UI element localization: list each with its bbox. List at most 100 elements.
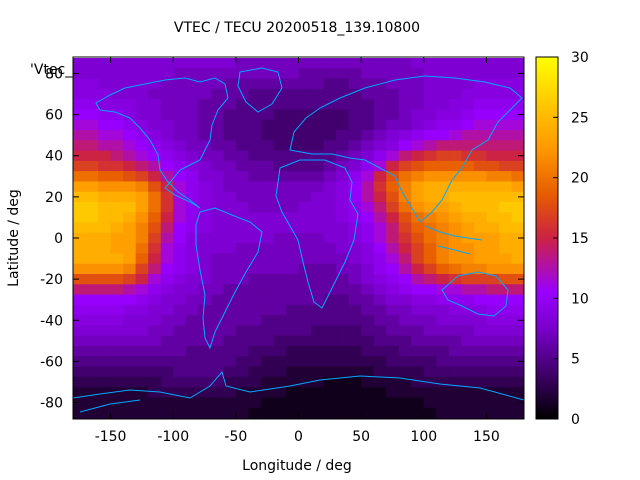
heatmap-cell — [185, 140, 199, 152]
heatmap-cell — [461, 99, 475, 111]
heatmap-cell — [198, 345, 212, 357]
heatmap-cell — [248, 99, 262, 111]
heatmap-cell — [436, 150, 450, 162]
heatmap-cell — [223, 325, 237, 337]
heatmap-cell — [210, 171, 224, 183]
heatmap-cell — [336, 366, 350, 378]
heatmap-cell — [135, 315, 149, 327]
heatmap-cell — [273, 130, 287, 141]
heatmap-cell — [73, 212, 87, 224]
heatmap-cell — [148, 58, 162, 69]
heatmap-cell — [248, 335, 262, 347]
heatmap-cell — [373, 376, 387, 388]
heatmap-cell — [411, 304, 425, 316]
heatmap-cell — [273, 345, 287, 357]
heatmap-cell — [461, 335, 475, 347]
heatmap-cell — [223, 284, 237, 296]
heatmap-cell — [448, 212, 462, 224]
heatmap-cell — [373, 181, 387, 193]
heatmap-cell — [336, 253, 350, 265]
heatmap-cell — [260, 109, 275, 121]
heatmap-cell — [473, 315, 488, 327]
heatmap-cell — [248, 304, 262, 316]
heatmap-cell — [311, 273, 325, 285]
heatmap-cell — [311, 222, 325, 234]
heatmap-cell — [260, 253, 275, 265]
heatmap-cell — [198, 273, 212, 285]
heatmap-cell — [423, 99, 437, 111]
heatmap-cell — [98, 253, 112, 265]
heatmap-cell — [311, 160, 325, 172]
heatmap-cell — [336, 397, 350, 409]
x-tick-label: 100 — [410, 429, 437, 445]
heatmap-cell — [235, 387, 249, 398]
heatmap-cell — [223, 78, 237, 90]
heatmap-cell — [373, 150, 387, 162]
heatmap-cell — [498, 315, 513, 327]
heatmap-cell — [198, 222, 212, 234]
heatmap-cell — [273, 171, 287, 183]
heatmap-cell — [473, 140, 488, 152]
heatmap-cell — [285, 191, 300, 203]
heatmap-cell — [85, 99, 99, 111]
heatmap-cell — [323, 88, 337, 100]
heatmap-cell — [260, 273, 275, 285]
heatmap-cell — [361, 181, 375, 193]
heatmap-cell — [511, 171, 524, 183]
heatmap-cell — [373, 273, 387, 285]
heatmap-cell — [148, 273, 162, 285]
heatmap-cell — [398, 222, 412, 234]
heatmap-cell — [336, 160, 350, 172]
heatmap-cell — [461, 109, 475, 121]
heatmap-cell — [98, 366, 112, 378]
heatmap-cell — [511, 294, 524, 306]
heatmap-cell — [498, 202, 513, 213]
heatmap-cell — [198, 263, 212, 275]
heatmap-cell — [373, 202, 387, 213]
heatmap-cell — [348, 140, 362, 152]
heatmap-cell — [386, 68, 400, 80]
heatmap-cell — [311, 78, 325, 90]
heatmap-cell — [110, 222, 124, 234]
heatmap-cell — [398, 325, 412, 337]
heatmap-cell — [98, 387, 112, 398]
heatmap-cell — [311, 366, 325, 378]
heatmap-cell — [248, 191, 262, 203]
heatmap-cell — [285, 243, 300, 255]
heatmap-cell — [486, 88, 500, 100]
heatmap-cell — [260, 243, 275, 255]
heatmap-cell — [110, 119, 124, 131]
heatmap-cell — [448, 78, 462, 90]
y-tick-label: 0 — [54, 231, 63, 247]
heatmap-cell — [311, 68, 325, 80]
heatmap-cell — [373, 345, 387, 357]
heatmap-cell — [185, 335, 199, 347]
heatmap-cell — [85, 78, 99, 90]
heatmap-cell — [260, 304, 275, 316]
heatmap-cell — [323, 284, 337, 296]
heatmap-cell — [386, 397, 400, 409]
heatmap-cell — [386, 181, 400, 193]
heatmap-cell — [511, 376, 524, 388]
heatmap-cell — [473, 376, 488, 388]
heatmap-cell — [285, 202, 300, 213]
heatmap-cell — [511, 222, 524, 234]
heatmap-cell — [185, 99, 199, 111]
x-tick-label: -150 — [95, 429, 127, 445]
heatmap-cell — [110, 407, 124, 419]
heatmap-cell — [298, 130, 312, 141]
heatmap-cell — [223, 212, 237, 224]
heatmap-cell — [423, 253, 437, 265]
heatmap-cell — [173, 263, 187, 275]
heatmap-cell — [348, 119, 362, 131]
heatmap-cell — [336, 171, 350, 183]
heatmap-cell — [98, 99, 112, 111]
heatmap-cell — [298, 335, 312, 347]
heatmap-cell — [461, 387, 475, 398]
heatmap-cell — [473, 397, 488, 409]
heatmap-cell — [110, 130, 124, 141]
heatmap-cell — [285, 119, 300, 131]
heatmap-cell — [73, 150, 87, 162]
heatmap-cell — [511, 243, 524, 255]
heatmap-cell — [511, 397, 524, 409]
